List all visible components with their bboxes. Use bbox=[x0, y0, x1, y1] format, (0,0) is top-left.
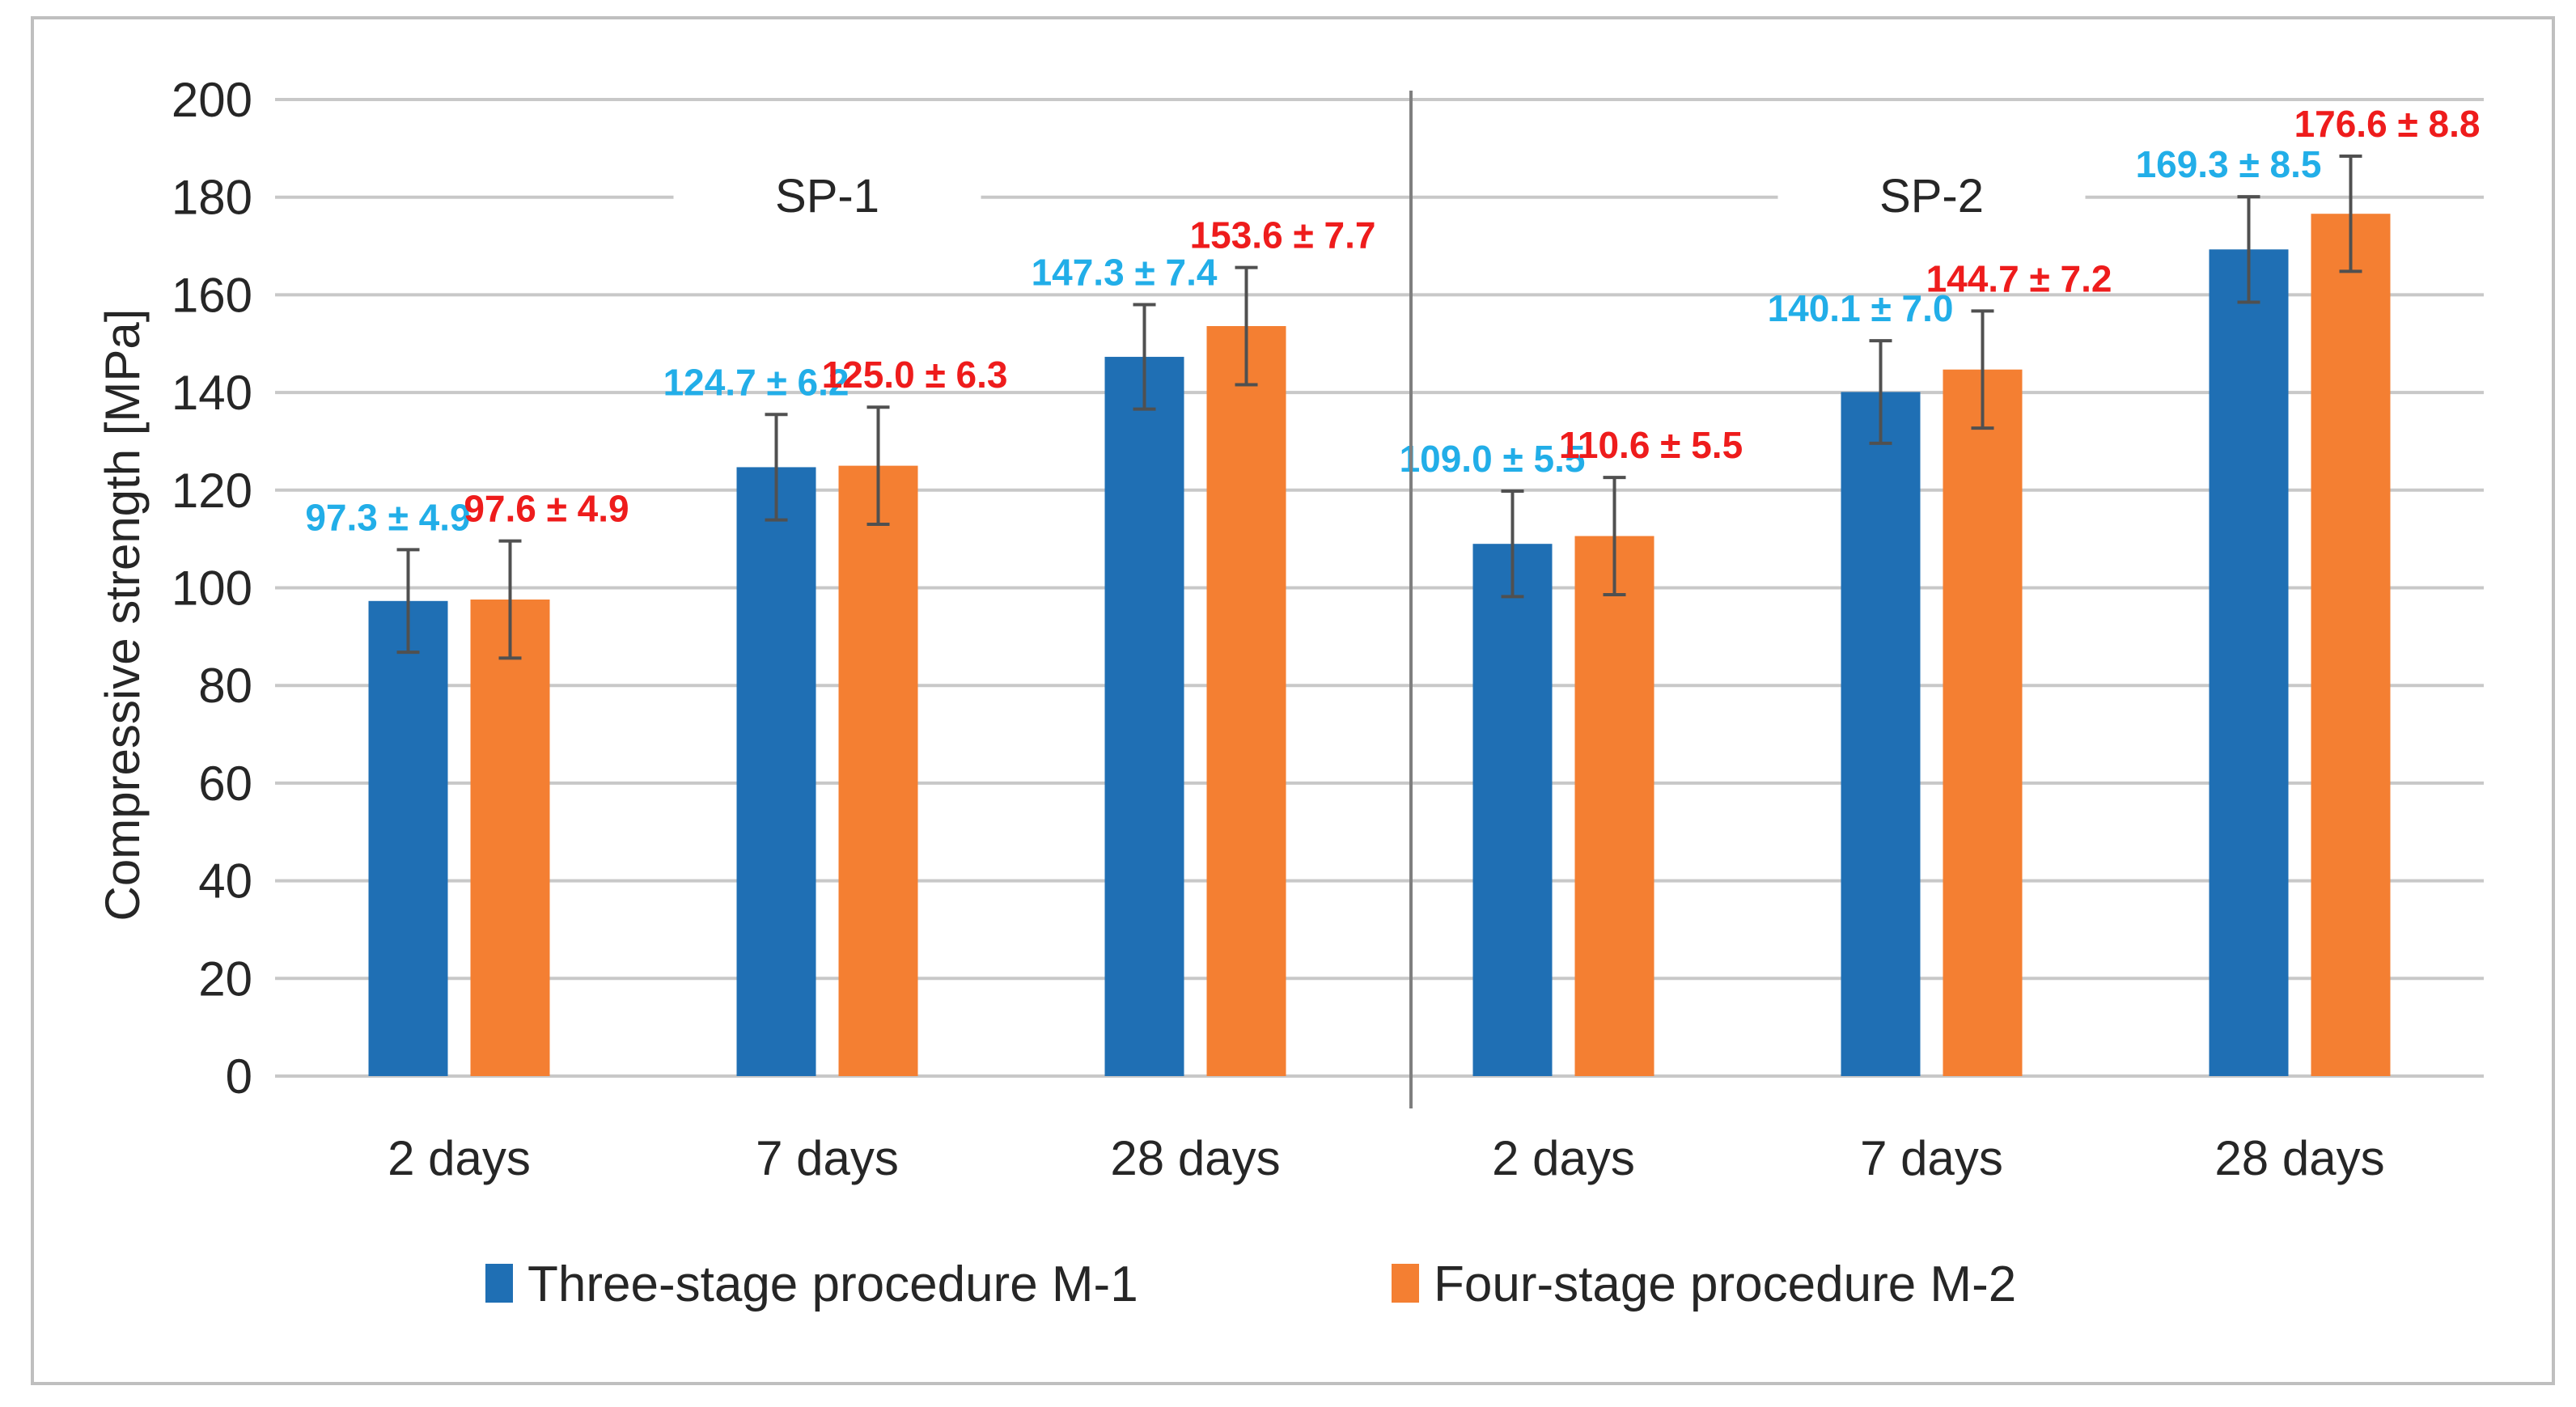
data-label-series-1: 147.3 ± 7.4 bbox=[1032, 251, 1218, 293]
bar-series-1 bbox=[1104, 357, 1184, 1076]
bar-series-2 bbox=[470, 599, 550, 1076]
y-tick-label: 40 bbox=[198, 854, 252, 909]
group-label-background bbox=[673, 144, 981, 233]
gridlines bbox=[275, 98, 2484, 1078]
x-tick-label: 28 days bbox=[1110, 1131, 1280, 1185]
bar-series-1 bbox=[1841, 392, 1921, 1077]
legend-label-series-2: Four-stage procedure M-2 bbox=[1434, 1257, 2016, 1312]
x-tick-label: 7 days bbox=[756, 1131, 899, 1185]
legend-label-series-1: Three-stage procedure M-1 bbox=[527, 1257, 1138, 1312]
bar-series-2 bbox=[2311, 214, 2391, 1076]
legend-swatch-series-2 bbox=[1392, 1264, 1419, 1303]
y-tick-label: 60 bbox=[198, 756, 252, 811]
data-label-series-1: 169.3 ± 8.5 bbox=[2136, 143, 2322, 185]
y-axis-label: Compressive strength [MPa] bbox=[95, 309, 150, 922]
bars bbox=[368, 214, 2391, 1077]
data-label-series-2: 125.0 ± 6.3 bbox=[822, 354, 1008, 396]
x-tick-label: 2 days bbox=[1492, 1131, 1635, 1185]
y-tick-label: 200 bbox=[172, 73, 252, 127]
error-bars bbox=[396, 155, 2362, 660]
data-label-series-2: 97.6 ± 4.9 bbox=[464, 488, 629, 530]
y-tick-label: 20 bbox=[198, 951, 252, 1006]
y-tick-label: 160 bbox=[172, 268, 252, 322]
data-label-series-2: 144.7 ± 7.2 bbox=[1926, 257, 2112, 299]
y-tick-label: 100 bbox=[172, 562, 252, 616]
y-tick-label: 0 bbox=[226, 1049, 252, 1104]
bar-series-2 bbox=[1943, 369, 2023, 1077]
group-labels: SP-1 SP-2 bbox=[673, 144, 2086, 233]
x-tick-label: 28 days bbox=[2214, 1131, 2384, 1185]
y-tick-label: 140 bbox=[172, 366, 252, 420]
bar-series-2 bbox=[838, 465, 918, 1076]
data-label-series-2: 153.6 ± 7.7 bbox=[1190, 214, 1376, 256]
data-label-series-1: 124.7 ± 6.2 bbox=[663, 361, 849, 403]
group-label: SP-1 bbox=[775, 170, 879, 222]
legend: Three-stage procedure M-1 Four-stage pro… bbox=[485, 1257, 2016, 1312]
data-label-series-1: 97.3 ± 4.9 bbox=[305, 496, 470, 538]
bar-series-1 bbox=[1472, 544, 1553, 1076]
y-tick-label: 180 bbox=[172, 171, 252, 225]
data-label-series-1: 109.0 ± 5.5 bbox=[1400, 438, 1586, 480]
x-tick-label: 2 days bbox=[388, 1131, 531, 1185]
y-tick-label: 120 bbox=[172, 464, 252, 518]
bar-series-1 bbox=[368, 600, 448, 1076]
data-label-series-2: 110.6 ± 5.5 bbox=[1559, 424, 1743, 466]
data-labels: 97.3 ± 4.9 124.7 ± 6.2 147.3 ± 7.4 109.0 ± … bbox=[305, 103, 2480, 538]
x-axis-ticks: 2 days 7 days 28 days 2 days 7 days 28 days bbox=[388, 1131, 2384, 1185]
data-label-series-2: 176.6 ± 8.8 bbox=[2294, 103, 2481, 145]
legend-swatch-series-1 bbox=[485, 1264, 513, 1303]
group-label: SP-2 bbox=[1879, 170, 1984, 222]
bar-series-1 bbox=[2209, 249, 2289, 1076]
data-label-series-1: 140.1 ± 7.0 bbox=[1768, 287, 1954, 329]
bar-series-2 bbox=[1574, 536, 1654, 1076]
bar-series-1 bbox=[736, 467, 816, 1076]
x-tick-label: 7 days bbox=[1860, 1131, 2003, 1185]
chart-frame bbox=[31, 16, 2555, 1385]
y-tick-label: 80 bbox=[198, 659, 252, 713]
bar-series-2 bbox=[1206, 326, 1286, 1076]
group-label-background bbox=[1777, 144, 2086, 233]
y-axis-ticks: 0 20 40 60 80 100 120 140 160 180 200 bbox=[172, 73, 252, 1104]
